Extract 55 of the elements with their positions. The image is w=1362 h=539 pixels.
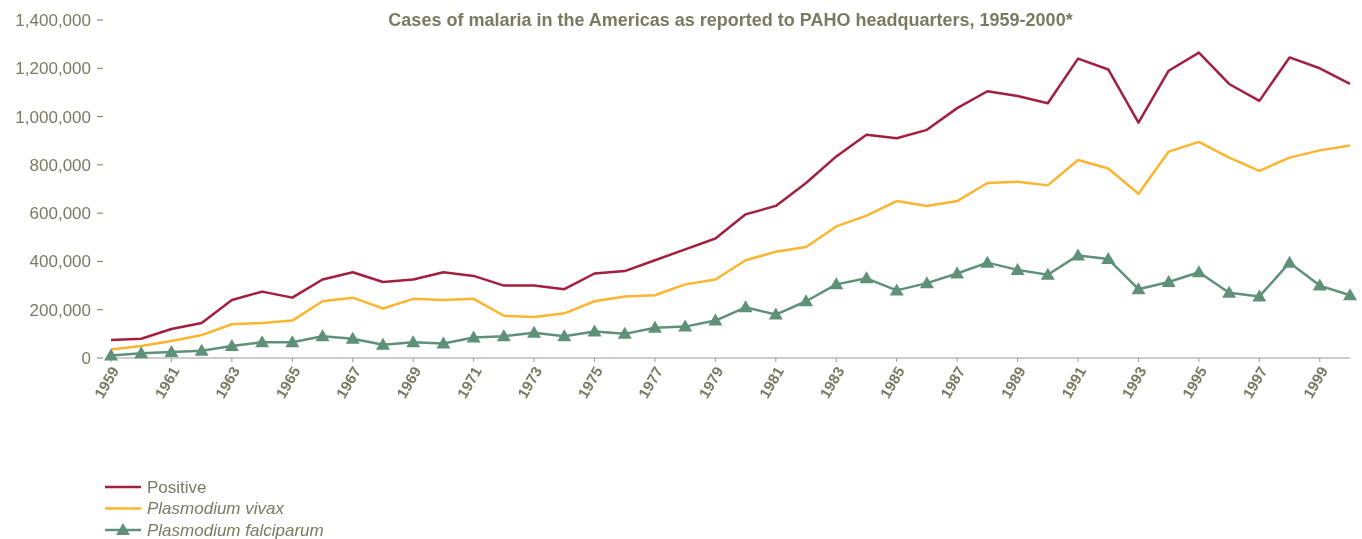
point xyxy=(1191,265,1206,278)
point xyxy=(224,338,239,351)
point xyxy=(617,326,632,339)
point xyxy=(406,335,421,348)
point xyxy=(134,346,149,359)
point xyxy=(1222,285,1237,298)
point xyxy=(587,324,602,337)
y-tick-label: 400,000 xyxy=(29,252,91,272)
point xyxy=(1343,288,1357,301)
point xyxy=(1252,289,1267,302)
point xyxy=(466,330,481,343)
point xyxy=(315,329,330,342)
point xyxy=(647,320,662,333)
point xyxy=(436,336,451,349)
point xyxy=(708,313,723,326)
line-series xyxy=(109,51,1352,342)
point xyxy=(345,331,360,344)
point xyxy=(1071,248,1086,261)
chart-title: Cases of malaria in the Americas as reported to PAHO headquarters, 1959-2000* xyxy=(388,10,1073,30)
point xyxy=(738,300,753,313)
point xyxy=(164,344,179,357)
y-tick-label: 800,000 xyxy=(29,155,91,175)
point xyxy=(557,329,572,342)
point xyxy=(496,329,511,342)
point xyxy=(255,335,270,348)
point xyxy=(1010,262,1025,275)
point xyxy=(950,266,965,279)
point xyxy=(104,348,118,361)
point xyxy=(527,325,542,338)
point xyxy=(1131,282,1146,295)
y-tick-label: 0 xyxy=(81,348,91,368)
point xyxy=(829,277,844,290)
y-tick-label: 1,200,000 xyxy=(15,59,91,79)
point xyxy=(375,337,390,350)
point xyxy=(1040,267,1055,280)
point xyxy=(194,343,209,356)
point xyxy=(768,307,783,320)
point xyxy=(889,283,904,296)
y-tick-label: 1,000,000 xyxy=(15,107,91,127)
y-tick-label: 600,000 xyxy=(29,204,91,224)
legend-label: Plasmodium falciparum xyxy=(147,520,324,539)
point xyxy=(799,294,814,307)
point xyxy=(919,276,934,289)
point xyxy=(1161,274,1176,287)
point xyxy=(678,319,693,332)
point xyxy=(285,335,300,348)
point xyxy=(859,271,874,284)
legend-label: Plasmodium vivax xyxy=(147,499,285,519)
point xyxy=(1101,252,1116,265)
y-tick-label: 200,000 xyxy=(29,300,91,320)
point xyxy=(980,255,995,268)
legend-label: Positive xyxy=(147,477,207,497)
y-tick-label: 1,400,000 xyxy=(15,10,91,30)
point xyxy=(1282,255,1297,268)
point xyxy=(1312,278,1327,291)
